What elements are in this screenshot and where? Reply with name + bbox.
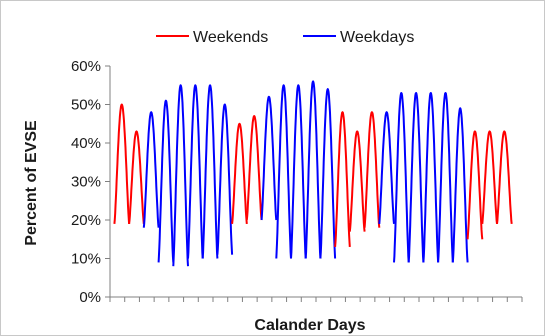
day-curve-weekdays	[451, 107, 469, 263]
day-curve-weekdays	[216, 103, 234, 255]
day-curve-weekends	[128, 130, 145, 225]
day-curve-weekdays	[172, 84, 189, 267]
y-axis: 0% 10% 20% 30% 40% 50% 60%	[71, 58, 111, 306]
day-curve-weekdays	[422, 92, 440, 263]
y-tick-label: 20%	[71, 212, 101, 229]
day-curve-weekdays	[260, 95, 278, 221]
legend-label-weekdays: Weekdays	[340, 29, 414, 46]
y-tick-label: 30%	[71, 174, 101, 191]
y-tick-label: 40%	[71, 135, 101, 152]
day-curve-weekends	[231, 122, 248, 225]
day-curve-weekends	[334, 111, 351, 247]
day-curve-weekends	[496, 130, 513, 225]
day-curve-weekdays	[437, 92, 454, 263]
day-curve-weekends	[113, 103, 131, 224]
day-curve-weekdays	[275, 84, 292, 259]
day-curve-weekends	[481, 130, 498, 225]
day-curve-weekdays	[187, 84, 204, 259]
y-tick-label: 0%	[79, 289, 101, 306]
y-tick-label: 60%	[71, 58, 101, 75]
day-curve-weekdays	[201, 84, 219, 259]
day-curve-weekdays	[393, 92, 410, 263]
day-curve-weekdays	[378, 111, 395, 224]
x-axis	[109, 296, 523, 302]
legend: Weekends Weekdays	[156, 29, 414, 46]
day-curve-weekdays	[157, 99, 175, 263]
series-lines	[113, 80, 513, 267]
y-axis-title: Percent of EVSE	[23, 120, 40, 246]
day-curve-weekdays	[142, 111, 160, 228]
day-curve-weekdays	[304, 80, 322, 259]
day-curve-weekdays	[407, 92, 425, 263]
x-axis-title: Calander Days	[254, 317, 365, 334]
y-tick-label: 10%	[71, 251, 101, 268]
day-curve-weekends	[466, 130, 484, 240]
legend-label-weekends: Weekends	[193, 29, 268, 46]
day-curve-weekends	[363, 111, 381, 228]
day-curve-weekends	[245, 115, 263, 221]
day-curve-weekdays	[319, 88, 337, 259]
day-curve-weekdays	[290, 84, 307, 259]
y-tick-label: 50%	[71, 97, 101, 114]
day-curve-weekends	[348, 130, 366, 232]
